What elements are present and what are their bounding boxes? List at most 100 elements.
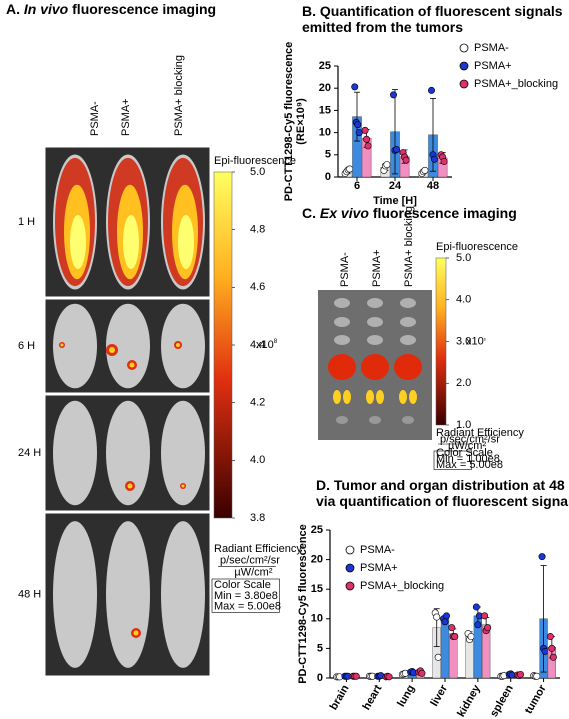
organ <box>402 416 414 424</box>
x-tick-label: heart <box>361 683 385 713</box>
mouse <box>106 521 150 668</box>
image-border <box>44 146 211 298</box>
unit-numerator: p/sec/cm²/sr <box>440 434 500 446</box>
data-point <box>474 621 482 629</box>
panel-a-title: A. In vivo fluorescence imaging <box>6 1 216 17</box>
data-point <box>427 86 435 94</box>
data-point <box>549 653 557 661</box>
row-label: 6 H <box>18 340 35 352</box>
legend-marker <box>459 61 469 71</box>
image-border <box>44 512 211 677</box>
data-point <box>383 161 391 169</box>
data-point <box>448 624 456 632</box>
signal <box>70 215 86 269</box>
data-point <box>538 553 546 561</box>
y-tick-label: 25 <box>319 60 331 72</box>
organ <box>367 335 383 345</box>
legend-label: PSMA+ <box>360 562 398 574</box>
bar <box>440 618 450 679</box>
organ <box>409 390 417 404</box>
signal <box>178 215 194 269</box>
data-point <box>364 142 372 150</box>
data-point <box>516 670 524 678</box>
data-point <box>346 165 354 173</box>
data-point <box>418 669 426 677</box>
data-point <box>434 653 442 661</box>
data-point <box>441 618 449 626</box>
data-point <box>402 156 410 164</box>
data-point <box>421 166 429 174</box>
y-axis-label: PD-CTT1298-Cy5 fluorescence <box>283 42 295 202</box>
row-label: 1 H <box>18 216 35 228</box>
signal <box>127 483 133 489</box>
data-point <box>352 672 360 680</box>
data-point <box>467 633 475 641</box>
y-axis-label: (RE×10⁹) <box>295 98 307 145</box>
scale-box <box>433 450 472 470</box>
organ <box>333 390 341 404</box>
legend-marker <box>345 545 355 555</box>
colorbar-exponent: x108 <box>466 335 486 347</box>
mouse <box>161 400 205 506</box>
legend-label: PSMA- <box>360 544 395 556</box>
organ <box>328 354 356 380</box>
signal <box>60 343 64 347</box>
y-tick-label: 5 <box>325 149 331 161</box>
colorbar-title: Epi-fluorescence <box>214 155 296 167</box>
legend-label: PSMA+_blocking <box>474 78 558 90</box>
column-label: PSMA- <box>89 101 101 136</box>
x-tick-label: liver <box>428 682 450 708</box>
x-tick-label: 6 <box>354 180 360 192</box>
mouse <box>106 303 150 389</box>
legend-label: PSMA- <box>474 42 509 54</box>
signal <box>129 362 135 368</box>
signal <box>123 215 139 269</box>
x-tick-label: brain <box>328 683 352 713</box>
organ <box>399 390 407 404</box>
exponent-base: x10 <box>466 335 484 347</box>
scale-scale-title: Color Scale <box>214 579 271 591</box>
y-tick-label: 15 <box>319 104 331 116</box>
colorbar-tick-label: 4.2 <box>250 397 265 409</box>
organ <box>400 335 416 345</box>
data-point <box>548 644 556 652</box>
organ <box>336 416 348 424</box>
colorbar-title: Epi-fluorescence <box>436 241 518 253</box>
signal <box>176 343 180 347</box>
mouse <box>53 303 97 389</box>
organ <box>366 390 374 404</box>
colorbar-tick-label: 2.0 <box>456 377 471 389</box>
images <box>44 146 432 677</box>
y-tick-label: 25 <box>311 524 323 536</box>
x-tick-label: tumor <box>523 682 549 716</box>
data-point <box>442 612 450 620</box>
mouse <box>161 521 205 668</box>
colorbar-tick-label: 4.8 <box>250 224 265 236</box>
column-label: PSMA+ <box>371 249 383 287</box>
colorbar <box>435 257 447 426</box>
x-tick-label: kidney <box>455 682 483 719</box>
mouse <box>161 303 205 389</box>
scale-min: Min = 1.00e8 <box>436 453 500 465</box>
data-point <box>430 155 438 163</box>
scale-box <box>211 578 280 613</box>
mouse <box>106 400 150 506</box>
organ <box>376 390 384 404</box>
scale-max: Max = 5.00e8 <box>214 601 281 613</box>
unit-title: Radiant Efficiency <box>436 427 524 439</box>
legend-marker <box>459 43 469 53</box>
data-point <box>541 647 549 655</box>
column-label: PSMA- <box>339 252 351 287</box>
exponent-power: 8 <box>484 337 486 341</box>
scale-min: Min = 3.80e8 <box>214 590 278 602</box>
organ <box>334 335 350 345</box>
legend-marker <box>459 79 469 89</box>
data-point <box>484 624 492 632</box>
unit-denominator: µW/cm² <box>448 440 486 452</box>
x-tick-label: 24 <box>389 180 402 192</box>
colorbar-tick-label: 5.0 <box>456 252 471 264</box>
data-point <box>481 612 489 620</box>
data-point <box>433 613 441 621</box>
x-tick-label: 48 <box>427 180 439 192</box>
